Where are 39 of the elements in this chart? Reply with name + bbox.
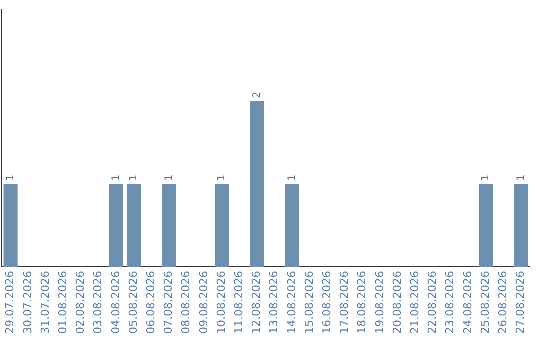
- x-tick-label: 09.08.2026: [197, 271, 210, 334]
- x-tick-label: 04.08.2026: [109, 271, 122, 334]
- x-tick-label: 16.08.2026: [320, 271, 334, 334]
- x-tick-label: 08.08.2026: [180, 271, 193, 334]
- x-tick-label: 12.08.2026: [250, 271, 264, 334]
- x-tick-label: 17.08.2026: [338, 271, 352, 334]
- x-tick-label: 25.08.2026: [478, 271, 492, 334]
- data-label: 1: [286, 174, 298, 182]
- data-label: 1: [216, 174, 228, 182]
- data-label: 1: [5, 174, 16, 182]
- x-tick-label: 21.08.2026: [408, 271, 422, 334]
- x-tick-label: 24.08.2026: [461, 271, 474, 334]
- x-tick-label: 15.08.2026: [302, 271, 316, 334]
- x-tick-label: 27.08.2026: [514, 271, 528, 334]
- data-label: 1: [164, 174, 175, 182]
- x-tick-label: 10.08.2026: [214, 271, 228, 334]
- data-label: 1: [110, 174, 122, 182]
- x-tick-label: 14.08.2026: [285, 271, 298, 334]
- x-tick-label: 02.08.2026: [74, 271, 88, 334]
- x-tick-label: 05.08.2026: [126, 271, 140, 334]
- data-label: 1: [128, 174, 140, 182]
- x-tick-label: 31.07.2026: [38, 271, 52, 334]
- x-tick-label: 26.08.2026: [496, 271, 510, 334]
- x-tick-label: 01.08.2026: [56, 271, 70, 334]
- x-tick-label: 13.08.2026: [268, 271, 281, 334]
- x-tick-label: 30.07.2026: [21, 271, 34, 334]
- x-tick-label: 03.08.2026: [92, 271, 105, 334]
- x-tick-label: 29.07.2026: [4, 271, 17, 334]
- x-tick-label: 22.08.2026: [426, 271, 440, 334]
- x-tick-label: 06.08.2026: [144, 271, 158, 334]
- x-tick-label: 11.08.2026: [232, 271, 246, 334]
- data-label: 1: [516, 174, 527, 182]
- data-label: 2: [252, 92, 263, 98]
- x-tick-label: 23.08.2026: [444, 271, 457, 334]
- x-tick-label: 18.08.2026: [356, 271, 369, 334]
- data-label: 1: [480, 174, 492, 182]
- x-tick-label: 19.08.2026: [373, 271, 386, 334]
- x-tick-label: 07.08.2026: [162, 271, 176, 334]
- x-tick-label: 20.08.2026: [390, 271, 404, 334]
